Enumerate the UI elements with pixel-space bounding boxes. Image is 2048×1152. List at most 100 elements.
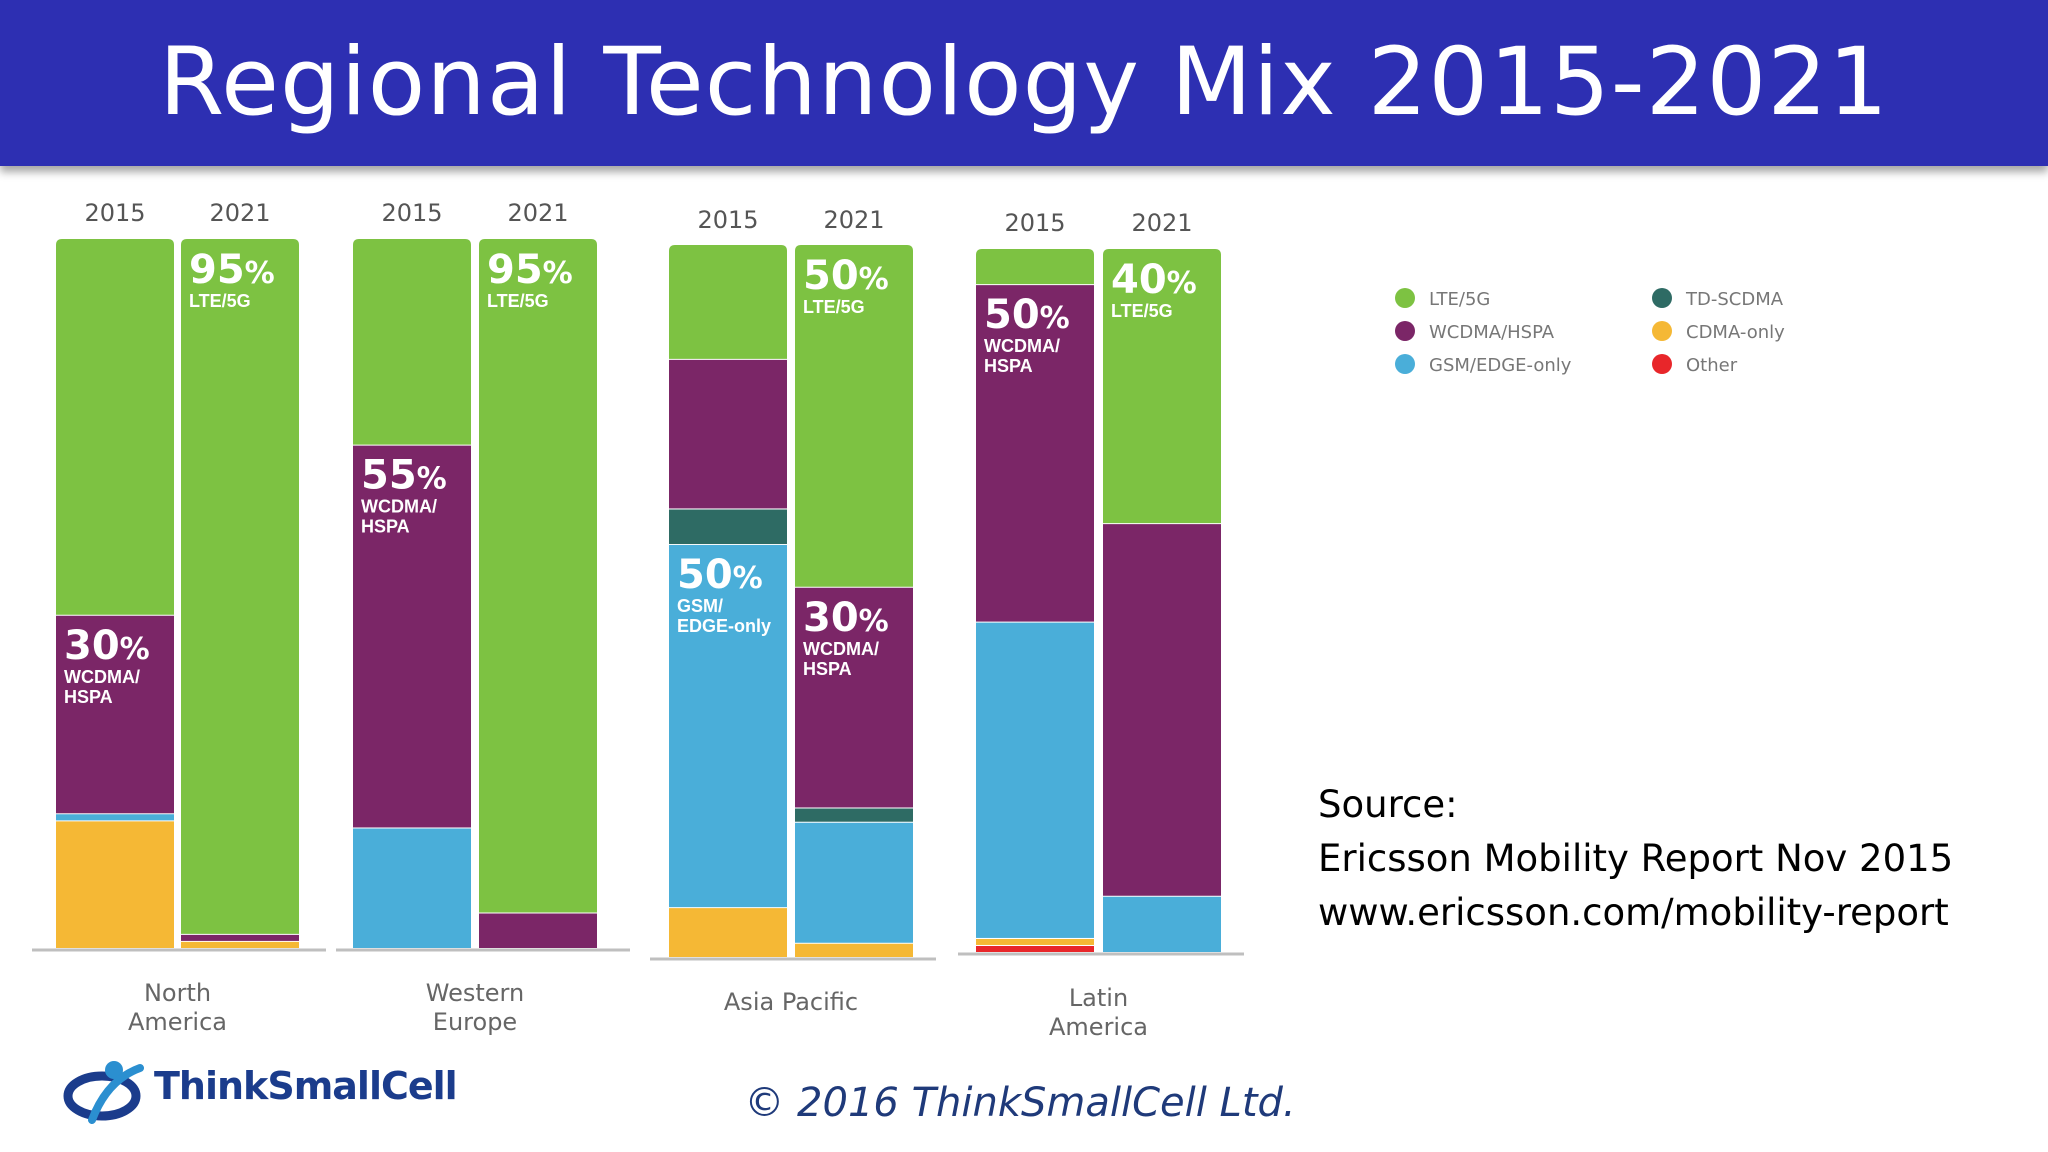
bar-segment-asia-pacific-2015-td-scdma	[669, 508, 787, 545]
segment-percent-north-america-2021: 95%	[189, 247, 275, 293]
region-label-line: Western	[426, 979, 524, 1007]
source-line-2: Ericsson Mobility Report Nov 2015	[1318, 837, 1954, 880]
segment-tech-label-western-europe-2015: WCDMA/	[361, 497, 437, 517]
segment-tech-label-north-america-2015: WCDMA/	[64, 667, 140, 687]
bar-segment-western-europe-2021-wcdma-hspa	[479, 912, 597, 948]
bar-segment-north-america-2015-gsm-edge-only	[56, 813, 174, 821]
percent-sign: %	[733, 561, 763, 596]
percent-sign: %	[543, 256, 573, 291]
year-label-north-america-2015: 2015	[84, 199, 145, 227]
region-label-north-america: North America	[128, 979, 227, 1036]
segment-tech-label-north-america-2021: LTE/5G	[189, 291, 251, 311]
bar-segment-western-europe-2015-gsm-edge-only	[353, 827, 471, 948]
region-label-line: Latin	[1069, 984, 1128, 1012]
region-label-line: America	[1049, 1013, 1148, 1041]
region-label-line: North	[144, 979, 211, 1007]
legend-label-lte-5g: LTE/5G	[1429, 289, 1490, 310]
bar-segment-western-europe-2015-lte-5g	[353, 239, 471, 445]
year-label-asia-pacific-2021: 2021	[823, 206, 884, 234]
legend-swatch-gsm-edge-only	[1395, 354, 1415, 374]
segment-tech-label-asia-pacific-2021: LTE/5G	[803, 297, 865, 317]
labels-layer: North America201530%WCDMA/HSPA202195%LTE/…	[64, 199, 1197, 1041]
year-label-western-europe-2015: 2015	[381, 199, 442, 227]
legend-label-gsm-edge-only: GSM/EDGE-only	[1429, 355, 1572, 376]
bar-segment-north-america-2021-cdma-only	[181, 940, 299, 948]
segment-percent-asia-pacific-2015: 50%	[677, 552, 763, 598]
region-label-line: Europe	[433, 1008, 517, 1036]
segment-tech-label-western-europe-2021: LTE/5G	[487, 291, 549, 311]
percent-number: 50	[803, 253, 859, 299]
percent-number: 50	[677, 552, 733, 598]
bar-segment-north-america-2021-lte-5g	[181, 239, 299, 934]
bar-segment-western-europe-2021-lte-5g	[479, 239, 597, 913]
segment-percent-latin-america-2015: 50%	[984, 292, 1070, 338]
source-line-1: Source:	[1318, 783, 1458, 826]
segment-percent-north-america-2015: 30%	[64, 623, 150, 669]
title-bar	[0, 0, 2048, 166]
legend-swatch-lte-5g	[1395, 288, 1415, 308]
year-label-north-america-2021: 2021	[209, 199, 270, 227]
logo-swoosh-icon	[63, 1061, 144, 1124]
segment-tech-label-latin-america-2021: LTE/5G	[1111, 301, 1173, 321]
legend-label-td-scdma: TD-SCDMA	[1685, 289, 1784, 310]
bar-segment-latin-america-2015-other	[976, 944, 1094, 952]
source-note: Source: Ericsson Mobility Report Nov 201…	[1318, 778, 2038, 940]
segment-tech-label-asia-pacific-2015: EDGE-only	[677, 616, 771, 636]
region-label-latin-america: Latin America	[1049, 984, 1148, 1041]
segment-tech-label-north-america-2015: HSPA	[64, 687, 113, 707]
bar-segment-latin-america-2021-gsm-edge-only	[1103, 895, 1221, 952]
bar-segment-asia-pacific-2021-cdma-only	[795, 942, 913, 957]
percent-sign: %	[120, 632, 150, 667]
bars-layer	[32, 239, 1244, 961]
percent-sign: %	[1040, 301, 1070, 336]
segment-tech-label-asia-pacific-2015: GSM/	[677, 596, 723, 616]
percent-number: 30	[64, 623, 120, 669]
percent-number: 55	[361, 453, 417, 499]
legend-swatch-td-scdma	[1652, 288, 1672, 308]
slide-title: Regional Technology Mix 2015-2021	[159, 28, 1889, 137]
percent-number: 50	[984, 292, 1040, 338]
bar-segment-latin-america-2021-lte-5g	[1103, 249, 1221, 524]
bar-segment-asia-pacific-2015-gsm-edge-only	[669, 544, 787, 908]
year-label-asia-pacific-2015: 2015	[697, 206, 758, 234]
bar-segment-asia-pacific-2021-td-scdma	[795, 807, 913, 822]
segment-tech-label-latin-america-2015: WCDMA/	[984, 336, 1060, 356]
percent-number: 40	[1111, 257, 1167, 303]
bar-segment-asia-pacific-2015-wcdma-hspa	[669, 358, 787, 509]
legend-swatch-cdma-only	[1652, 321, 1672, 341]
percent-number: 95	[189, 247, 245, 293]
percent-sign: %	[859, 604, 889, 639]
percent-number: 95	[487, 247, 543, 293]
chart-legend: LTE/5G WCDMA/HSPA GSM/EDGE-only TD-SCDMA CDM…	[1395, 288, 1785, 376]
legend-label-wcdma-hspa: WCDMA/HSPA	[1429, 322, 1555, 343]
bar-segment-latin-america-2015-gsm-edge-only	[976, 621, 1094, 938]
segment-tech-label-western-europe-2015: HSPA	[361, 517, 410, 537]
legend-label-cdma-only: CDMA-only	[1686, 322, 1785, 343]
bar-segment-asia-pacific-2021-lte-5g	[795, 245, 913, 587]
bar-segment-asia-pacific-2021-gsm-edge-only	[795, 821, 913, 943]
segment-tech-label-latin-america-2015: HSPA	[984, 356, 1033, 376]
segment-tech-label-asia-pacific-2021: HSPA	[803, 659, 852, 679]
percent-sign: %	[1167, 266, 1197, 301]
percent-sign: %	[245, 256, 275, 291]
copyright-notice: © 2016 ThinkSmallCell Ltd.	[744, 1080, 1296, 1126]
thinksmallcell-logo: ThinkSmallCell	[62, 1050, 458, 1130]
legend-label-other: Other	[1686, 355, 1738, 376]
bar-segment-asia-pacific-2015-cdma-only	[669, 907, 787, 957]
bar-segment-asia-pacific-2021-wcdma-hspa	[795, 586, 913, 808]
segment-percent-latin-america-2021: 40%	[1111, 257, 1197, 303]
percent-sign: %	[859, 262, 889, 297]
bar-segment-latin-america-2015-lte-5g	[976, 249, 1094, 285]
bar-segment-north-america-2021-wcdma-hspa	[181, 933, 299, 941]
segment-percent-asia-pacific-2021: 30%	[803, 595, 889, 641]
bar-segment-north-america-2015-wcdma-hspa	[56, 614, 174, 814]
percent-number: 30	[803, 595, 859, 641]
region-label-line: America	[128, 1008, 227, 1036]
bar-segment-north-america-2015-lte-5g	[56, 239, 174, 615]
year-label-latin-america-2015: 2015	[1004, 209, 1065, 237]
source-url: www.ericsson.com/mobility-report	[1318, 891, 1949, 934]
logo-text: ThinkSmallCell	[154, 1064, 458, 1108]
bar-segment-western-europe-2015-wcdma-hspa	[353, 444, 471, 828]
segment-percent-western-europe-2015: 55%	[361, 453, 447, 499]
